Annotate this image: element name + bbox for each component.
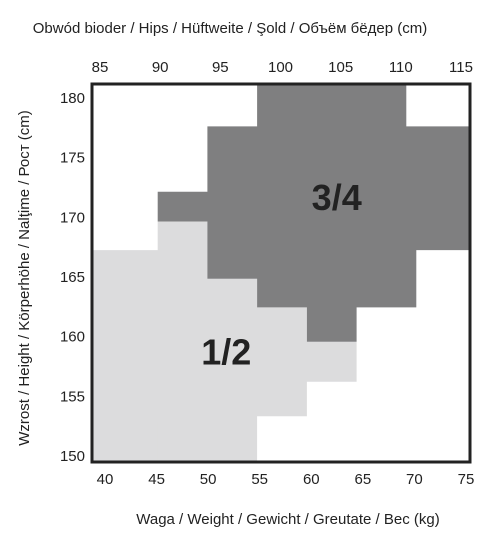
- plot-frame: [90, 82, 472, 464]
- hips-tick-label: 85: [92, 59, 109, 76]
- height-tick-label: 165: [60, 269, 85, 286]
- weight-tick-label: 55: [251, 471, 268, 488]
- weight-tick-label: 65: [355, 471, 372, 488]
- weight-tick-label: 40: [97, 471, 114, 488]
- size-region-extra-2: [92, 421, 158, 462]
- height-tick-label: 160: [60, 329, 85, 346]
- hips-tick-label: 95: [212, 59, 229, 76]
- hips-tick-label: 110: [389, 59, 413, 76]
- hips-axis-title: Obwód bioder / Hips / Hüftweite / Şold /…: [33, 20, 427, 37]
- hips-tick-label: 100: [268, 59, 293, 76]
- height-tick-label: 155: [60, 388, 85, 405]
- weight-axis-title: Waga / Weight / Gewicht / Greutate / Вес…: [136, 511, 439, 528]
- size-label-1-2: 1/2: [201, 332, 251, 373]
- tick-labels: 40 45 50 55 60 65 70 75 85 90 95 100 105 110 115 180 175…: [60, 59, 474, 488]
- height-tick-label: 175: [60, 150, 85, 167]
- height-tick-label: 180: [60, 90, 85, 107]
- weight-tick-label: 45: [148, 471, 165, 488]
- hips-tick-label: 90: [152, 59, 169, 76]
- weight-tick-label: 50: [200, 471, 217, 488]
- height-axis-title: Wzrost / Height / Körperhöhe / Nalţime /…: [16, 110, 33, 445]
- size-region-1-2: [92, 221, 357, 462]
- plot-area: 1/2 3/4: [90, 82, 472, 464]
- weight-tick-label: 70: [406, 471, 423, 488]
- weight-tick-label: 60: [303, 471, 320, 488]
- height-tick-label: 150: [60, 448, 85, 465]
- size-region-3-4: [157, 84, 470, 342]
- hips-tick-label: 115: [449, 59, 473, 76]
- size-label-3-4: 3/4: [312, 177, 362, 218]
- weight-tick-label: 75: [458, 471, 475, 488]
- height-tick-label: 170: [60, 209, 85, 226]
- hips-tick-label: 105: [328, 59, 353, 76]
